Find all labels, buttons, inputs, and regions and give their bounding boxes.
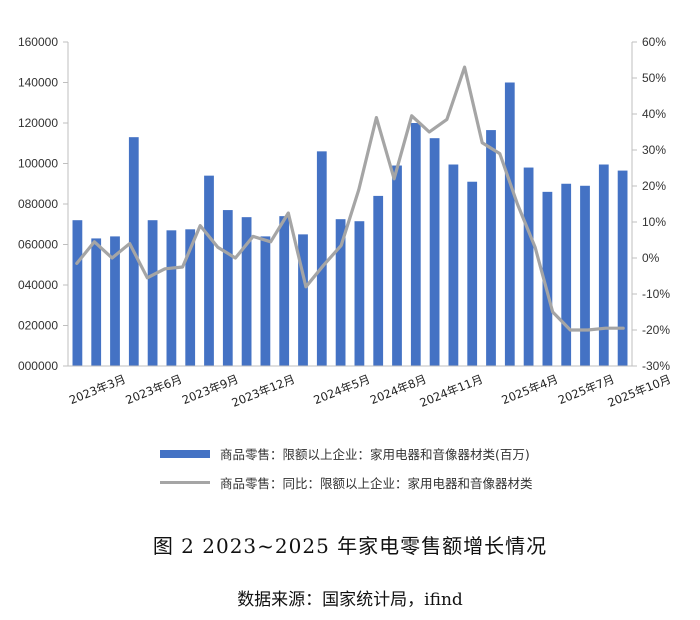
left-tick-label: 080000	[18, 197, 58, 211]
bar	[429, 138, 440, 366]
bar	[373, 195, 384, 366]
left-tick-label: 040000	[18, 278, 58, 292]
left-tick-label: 140000	[18, 76, 58, 90]
bar	[598, 164, 609, 366]
bar-series	[72, 82, 628, 366]
left-tick-label: 160000	[18, 35, 58, 49]
right-tick-label: 30%	[642, 143, 666, 157]
bar	[72, 220, 83, 366]
chart-canvas: 000000 020000 040000 060000 080000 100000 1200…	[18, 35, 673, 410]
legend-line-label: 商品零售：同比：限额以上企业：家用电器和音像器材类	[220, 476, 533, 491]
right-tick-label: 10%	[642, 215, 666, 229]
x-tick-label: 2023年6月	[124, 372, 184, 407]
growth-line	[75, 65, 625, 332]
legend-bar-swatch	[160, 449, 210, 458]
x-tick-label: 2024年11月	[418, 372, 485, 410]
bar	[316, 151, 327, 366]
bar	[335, 219, 346, 366]
bar	[185, 229, 196, 366]
bar	[486, 130, 496, 366]
bar	[354, 221, 365, 366]
data-source: 数据来源：国家统计局，ifind	[237, 590, 463, 610]
bar	[279, 216, 290, 366]
bar	[222, 210, 233, 366]
bar	[542, 191, 553, 366]
x-tick-label: 2024年5月	[312, 372, 372, 407]
bar	[410, 123, 421, 366]
right-axis: -30% -20% -10% 0% 10% 20% 30% 40% 50% 60%	[631, 35, 670, 373]
right-tick-label: -10%	[642, 287, 670, 301]
left-tick-label: 020000	[18, 319, 58, 333]
x-tick-label: 2023年12月	[230, 372, 297, 410]
bar	[561, 183, 572, 366]
bar	[617, 170, 628, 366]
legend-line-swatch	[160, 481, 210, 484]
bar	[467, 181, 478, 366]
left-tick-label: 120000	[18, 116, 58, 130]
right-tick-label: -20%	[642, 323, 670, 337]
legend-item-bar: 商品零售：限额以上企业：家用电器和音像器材类(百万)	[160, 444, 530, 463]
x-tick-label: 2025年4月	[500, 372, 560, 407]
left-tick-label: 060000	[18, 238, 58, 252]
bar	[523, 167, 534, 366]
bar	[110, 236, 120, 366]
bar	[204, 175, 214, 366]
bar	[147, 220, 158, 366]
left-tick-label: 000000	[18, 359, 58, 373]
bar	[392, 165, 402, 366]
right-tick-label: 50%	[642, 71, 666, 85]
line-series	[75, 65, 625, 332]
bar	[166, 230, 177, 366]
bar	[580, 185, 590, 366]
bar	[91, 238, 102, 366]
figure-caption: 图 2 2023~2025 年家电零售额增长情况	[152, 534, 548, 558]
x-tick-label: 2023年3月	[67, 372, 127, 407]
legend-bar-label: 商品零售：限额以上企业：家用电器和音像器材类(百万)	[220, 447, 530, 462]
right-tick-label: 60%	[642, 35, 666, 49]
bar	[298, 234, 308, 366]
right-tick-label: 40%	[642, 107, 666, 121]
right-tick-label: 0%	[642, 251, 660, 265]
x-tick-label: 2025年10月	[606, 372, 673, 410]
bar	[241, 217, 252, 366]
right-tick-label: 20%	[642, 179, 666, 193]
right-tick-label: -30%	[642, 359, 670, 373]
bar	[260, 236, 271, 366]
bar	[448, 164, 459, 366]
bar	[504, 82, 515, 366]
left-axis: 000000 020000 040000 060000 080000 100000 1200…	[18, 35, 69, 373]
legend-item-line: 商品零售：同比：限额以上企业：家用电器和音像器材类	[160, 473, 533, 492]
left-tick-label: 100000	[18, 157, 58, 171]
